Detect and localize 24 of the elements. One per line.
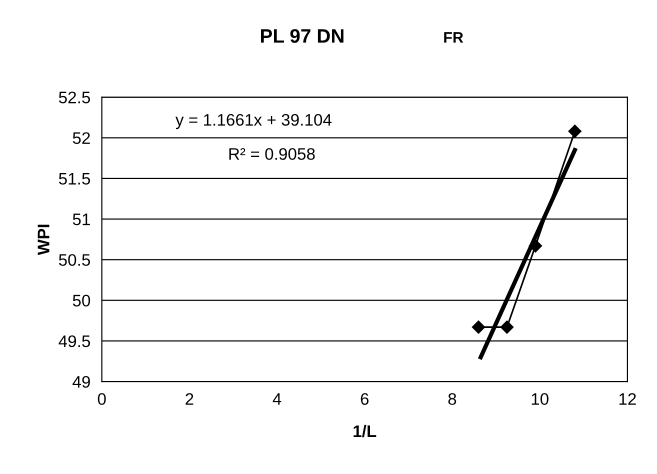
- annotation: y = 1.1661x + 39.104: [175, 114, 332, 130]
- x-tick-label: 2: [186, 393, 194, 405]
- y-tick-label: 50.5: [58, 254, 90, 266]
- y-tick-label: 49.5: [58, 335, 90, 348]
- x-tick-label: 4: [272, 393, 282, 405]
- x-tick-label: 8: [448, 393, 456, 405]
- point: [500, 320, 514, 334]
- annotation: R² = 0.9058: [229, 148, 315, 160]
- point: [568, 124, 582, 138]
- chart-title: PL 97 DN: [261, 29, 344, 43]
- y-tick-label: 51: [72, 214, 90, 226]
- y-tick-label: 49: [72, 376, 90, 388]
- text: FR: [444, 32, 464, 43]
- x-tick-label: 12: [619, 393, 636, 405]
- y-axis-title: WPI: [38, 224, 50, 256]
- y-tick-label: 52: [72, 132, 90, 144]
- y-tick-label: 50: [72, 294, 90, 307]
- y-tick-label: 51.5: [58, 173, 90, 185]
- point: [472, 320, 486, 334]
- x-tick-label: 6: [360, 393, 369, 405]
- x-tick-label: 10: [532, 393, 548, 405]
- x-axis-title: 1/L: [354, 424, 376, 438]
- x-tick-label: 0: [98, 393, 106, 405]
- y-tick-label: 52.5: [58, 92, 90, 104]
